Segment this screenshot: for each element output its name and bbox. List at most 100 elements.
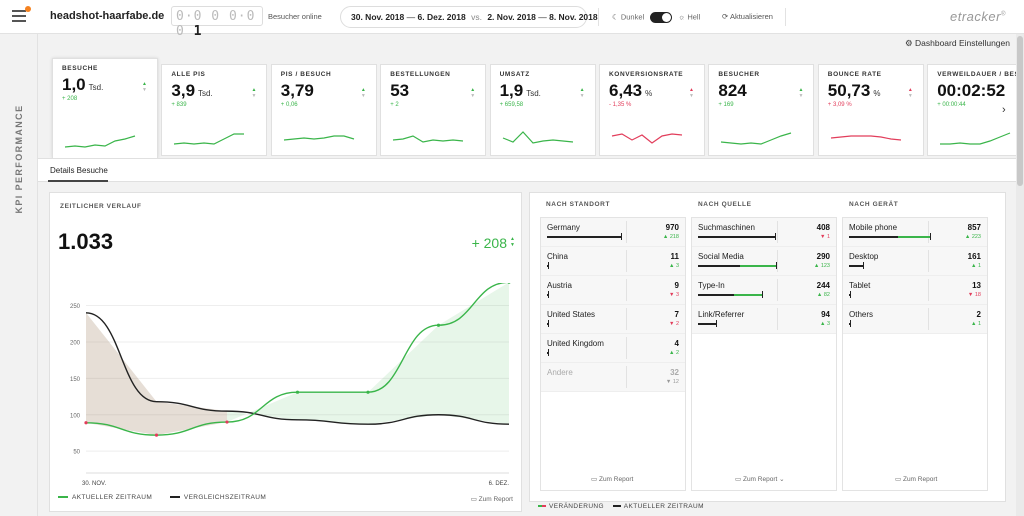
kpi-label: Umsatz	[499, 71, 530, 78]
breakdown-panel: Nach Standort Nach Quelle Nach Gerät Ger…	[529, 192, 1006, 502]
list-item[interactable]: Type-In 244 ▲ 82	[692, 276, 836, 305]
refresh-label: Aktualisieren	[729, 12, 773, 21]
kpi-label: Alle PIs	[171, 71, 206, 78]
item-value: 857	[967, 223, 981, 232]
kpi-value-row: 3,9 Tsd.	[171, 81, 257, 101]
report-label: Zum Report	[598, 476, 634, 483]
kpi-card[interactable]: PIs / Besuch 3,79 + 0,06 ▲ ▼	[270, 64, 377, 156]
list-item[interactable]: Tablet 13 ▼ 18	[843, 276, 987, 305]
list-item[interactable]: Germany 970 ▲ 218	[541, 218, 685, 247]
kpi-trend-arrows: ▲▼	[907, 87, 913, 99]
sparkline-path	[64, 135, 136, 148]
divider	[626, 250, 627, 272]
item-bar	[849, 323, 850, 325]
item-delta: ▲ 2	[668, 350, 679, 356]
item-value: 32	[670, 368, 679, 377]
item-value: 13	[972, 281, 981, 290]
kpi-sparkline	[502, 131, 573, 144]
kpi-card[interactable]: Bounce Rate 50,73% + 3,09 % ▲ ▼	[817, 64, 924, 156]
date-range-selector[interactable]: 30. Nov. 2018 — 6. Dez. 2018 vs. 2. Nov.…	[340, 6, 598, 28]
kpi-card[interactable]: Umsatz 1,9 Tsd. + 659,58 ▲ ▼	[489, 64, 596, 156]
kpi-unit: Tsd.	[198, 89, 213, 98]
item-delta: ▲ 123	[813, 263, 830, 269]
dashboard-settings-button[interactable]: ⚙ Dashboard Einstellungen	[905, 38, 1010, 49]
kpi-sparkline	[174, 133, 245, 145]
timeline-legend: AKTUELLER ZEITRAUM VERGLEICHSZEITRAUM	[58, 494, 266, 501]
divider	[785, 8, 786, 26]
kpi-trend-arrows: ▲▼	[579, 87, 585, 99]
kpi-label: Bestellungen	[390, 71, 451, 78]
list-item[interactable]: Mobile phone 857 ▲ 223	[843, 218, 987, 247]
item-bar-tick	[621, 233, 623, 240]
geraet-list: Mobile phone 857 ▲ 223 Desktop 161 ▲ 1 Tablet 1…	[842, 217, 988, 491]
report-label: Zum Report	[478, 496, 513, 503]
list-item[interactable]: United States 7 ▼ 2	[541, 305, 685, 334]
sparkline-path	[174, 133, 245, 145]
item-name: Desktop	[849, 252, 879, 261]
list-item[interactable]: Social Media 290 ▲ 123	[692, 247, 836, 276]
change-arrows: ▲ ▼	[510, 236, 515, 248]
timeline-chart: 50 100 150 200 250 30. NOV. 6. DEZ.	[70, 283, 511, 487]
scrollbar[interactable]	[1016, 34, 1024, 516]
tab-details-besuche[interactable]: Details Besuche	[50, 166, 108, 175]
kpi-label: PIs / Besuch	[280, 71, 332, 78]
kpi-trend-arrows: ▲▼	[470, 87, 476, 99]
geraet-title: Nach Gerät	[849, 201, 899, 208]
kpi-card[interactable]: Alle PIs 3,9 Tsd. + 839 ▲ ▼	[161, 64, 268, 156]
sparkline-path	[283, 135, 354, 141]
item-value: 9	[674, 281, 679, 290]
geraet-report-link[interactable]: ▭ Zum Report	[895, 475, 937, 483]
chevron-right-icon[interactable]: ›	[1002, 104, 1006, 116]
item-value: 7	[674, 310, 679, 319]
list-item[interactable]: Suchmaschinen 408 ▼ 1	[692, 218, 836, 247]
kpi-card[interactable]: Besucher 824 + 169 ▲ ▼	[708, 64, 815, 156]
report-icon: ▭	[470, 496, 477, 503]
kpi-value: 1,0	[62, 75, 86, 94]
list-item[interactable]: Others 2 ▲ 1	[843, 305, 987, 334]
standort-report-link[interactable]: ▭ Zum Report	[591, 475, 633, 483]
kpi-card[interactable]: Besuche 1,0 Tsd. + 208 ▲ ▼	[52, 58, 158, 158]
item-name: Type-In	[698, 281, 725, 290]
timeline-report-link[interactable]: ▭ Zum Report	[471, 495, 513, 503]
sparkline-path	[940, 132, 1011, 145]
notification-dot	[25, 6, 31, 12]
y-tick-label: 200	[70, 340, 81, 346]
scrollbar-thumb[interactable]	[1017, 36, 1023, 186]
sparkline-path	[502, 131, 573, 144]
kpi-value-row: 53	[390, 81, 476, 101]
item-bar	[698, 265, 740, 267]
timeline-change: + 208	[471, 235, 507, 251]
divider	[626, 221, 627, 243]
theme-toggle[interactable]	[650, 12, 673, 23]
list-item[interactable]: Desktop 161 ▲ 1	[843, 247, 987, 276]
site-name[interactable]: headshot-haarfabe.de	[50, 10, 165, 22]
refresh-button[interactable]: ⟳ Aktualisieren	[722, 12, 773, 21]
gear-icon: ⚙	[905, 38, 913, 48]
item-value: 161	[967, 252, 981, 261]
kpi-card[interactable]: Bestellungen 53 + 2 ▲ ▼	[380, 64, 487, 156]
list-item[interactable]: Austria 9 ▼ 3	[541, 276, 685, 305]
list-item[interactable]: China 11 ▲ 3	[541, 247, 685, 276]
item-bar	[547, 352, 548, 354]
list-item[interactable]: United Kingdom 4 ▲ 2	[541, 334, 685, 363]
kpi-card[interactable]: Konversionsrate 6,43% - 1,35 % ▲ ▼	[599, 64, 705, 156]
kpi-label: Besucher	[718, 71, 760, 78]
kpi-label: Konversionsrate	[609, 71, 684, 78]
data-point	[225, 420, 229, 424]
list-item[interactable]: Link/Referrer 94 ▲ 3	[692, 305, 836, 334]
menu-icon[interactable]	[12, 6, 31, 22]
divider	[777, 308, 778, 330]
kpi-card[interactable]: Verweildauer / Besuch00:02:52+ 00:00:44▲…	[927, 64, 1024, 156]
kpi-trend-arrows: ▲▼	[360, 87, 366, 99]
item-bar-tick	[930, 233, 932, 240]
sparkline-path	[393, 135, 464, 143]
item-name: Mobile phone	[849, 223, 898, 232]
item-name: China	[547, 252, 568, 261]
item-bar	[547, 236, 622, 238]
theme-switch[interactable]: ☾ Dunkel ☼ Hell	[612, 12, 700, 23]
list-item[interactable]: Andere 32 ▼ 12	[541, 363, 685, 392]
online-counter: 0·0 0 0·0 0 1	[171, 6, 263, 39]
item-value: 4	[674, 339, 679, 348]
quelle-report-link[interactable]: ▭ Zum Report ⌄	[735, 475, 785, 483]
kpi-change: + 169	[718, 102, 734, 108]
